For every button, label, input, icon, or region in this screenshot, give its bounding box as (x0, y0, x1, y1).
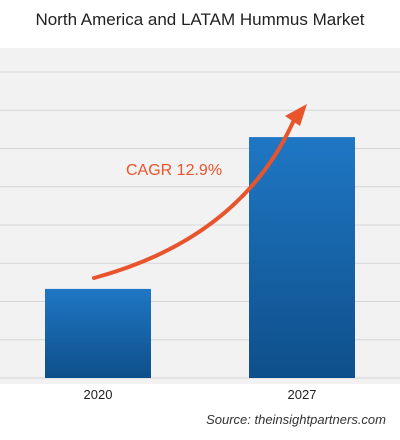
bar-2027 (249, 137, 355, 378)
cagr-label: CAGR 12.9% (126, 162, 223, 179)
x-tick-label-2020: 2020 (83, 387, 113, 402)
source-note: Source: theinsightpartners.com (206, 412, 386, 427)
bars (45, 137, 355, 378)
x-tick-label-2027: 2027 (287, 387, 317, 402)
cagr-arrow-line (92, 118, 296, 280)
bar-2020 (45, 288, 151, 378)
chart-title: North America and LATAM Hummus Market (35, 10, 365, 29)
cagr-arrow-head (285, 104, 307, 126)
